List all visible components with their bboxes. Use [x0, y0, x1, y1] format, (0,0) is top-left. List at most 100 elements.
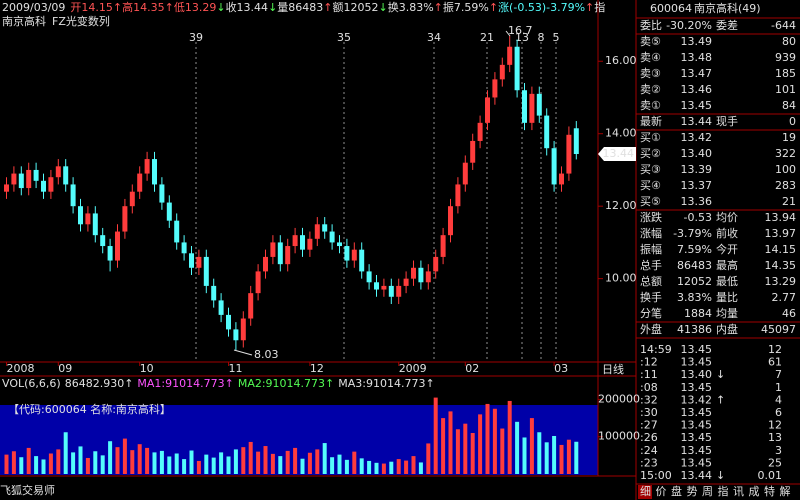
volume-bar — [204, 454, 209, 474]
volume-bar — [485, 403, 490, 474]
candle-body — [181, 242, 187, 254]
volume-bar — [322, 443, 327, 474]
tab[interactable]: 盘 — [671, 484, 682, 498]
volume-bar — [448, 411, 453, 474]
header-item: 振7.59% — [443, 0, 489, 14]
candle-body — [159, 184, 165, 203]
trade-price: 13.45 — [681, 444, 713, 457]
candle-body — [255, 271, 261, 294]
tab[interactable]: 讯 — [733, 485, 744, 498]
trade-volume: 7 — [775, 368, 782, 381]
quote-label: 换手 — [640, 290, 662, 304]
marker-label: 5 — [553, 31, 560, 44]
quote-value: 14.35 — [765, 259, 797, 272]
candle-body — [485, 97, 490, 123]
tab[interactable]: 解 — [780, 484, 791, 498]
quote-label: 卖⑤ — [640, 35, 661, 48]
quote-value: 84 — [782, 99, 796, 112]
candle-body — [292, 235, 298, 247]
volume-legend: VOL(6,6,6) 86482.930↑ MA1:91014.773↑ MA2:91… — [2, 377, 435, 390]
volume-bar — [433, 397, 438, 474]
volume-bar — [19, 457, 24, 474]
marker-label: 8 — [538, 31, 545, 44]
volume-bar — [115, 447, 120, 474]
legend-item: 86482.930↑ — [65, 377, 134, 390]
volume-bar — [522, 437, 527, 474]
candle-body — [115, 231, 120, 261]
trade-time: :12 — [640, 356, 658, 369]
quote-label: 振幅 — [640, 242, 662, 256]
volume-bar — [381, 463, 386, 474]
trade-price: 13.45 — [681, 406, 713, 419]
candle-body — [248, 293, 254, 319]
trade-volume: 0.01 — [758, 469, 783, 482]
quote-price: 13.49 — [681, 35, 713, 48]
tab[interactable]: 指 — [718, 484, 729, 498]
volume-bar — [137, 444, 142, 474]
volume-bar — [552, 435, 557, 474]
tab[interactable]: 周 — [702, 485, 713, 498]
trade-price: 13.40 — [681, 368, 713, 381]
quote-label: 最低 — [716, 275, 738, 288]
quote-label: 分笔 — [640, 306, 662, 320]
quote-price: 13.47 — [681, 67, 713, 80]
tab[interactable]: 细 — [640, 485, 651, 498]
quote-label: 买① — [640, 131, 661, 144]
volume-bar — [330, 457, 335, 474]
candle-body — [174, 220, 180, 243]
header-item: 换3.83% — [388, 0, 434, 14]
candle-body — [107, 246, 113, 261]
quote-value: 14.15 — [765, 243, 797, 256]
quote-label: 量比 — [716, 291, 738, 304]
volume-bar — [159, 450, 164, 474]
trade-price: 13.45 — [681, 343, 713, 356]
tab[interactable]: 成 — [749, 485, 760, 498]
quote-label: 外盘 — [640, 322, 662, 336]
volume-bar — [426, 443, 431, 474]
quote-value: 185 — [775, 67, 796, 80]
quote-value: -644 — [771, 19, 796, 32]
volume-bar — [256, 451, 261, 474]
quote-value: 322 — [775, 147, 796, 160]
quote-label: 买③ — [640, 163, 661, 176]
stock-code: 600064 — [650, 2, 692, 15]
candle-body — [226, 314, 231, 330]
quote-label: 涨幅 — [640, 227, 662, 240]
candle-body — [270, 242, 276, 257]
candle-body — [189, 253, 194, 268]
legend-item: MA3:91014.773↑ — [338, 377, 434, 390]
trade-time: 15:00 — [640, 469, 672, 482]
tab[interactable]: 价 — [656, 485, 667, 498]
header-item: 指 — [594, 0, 605, 14]
volume-bar — [337, 454, 342, 474]
quote-label: 内盘 — [716, 322, 738, 336]
candle-body — [26, 169, 32, 189]
x-tick-label: 2008 — [7, 362, 35, 375]
tab[interactable]: 势 — [687, 485, 698, 498]
volume-bar — [248, 441, 253, 474]
candle-body — [477, 122, 483, 141]
volume-bar — [152, 452, 157, 474]
annotation-line — [505, 30, 511, 37]
period-label: 日线 — [602, 362, 624, 376]
volume-bar — [63, 432, 68, 474]
candle-body — [492, 79, 498, 98]
quote-value: 13.29 — [765, 275, 797, 288]
tab[interactable]: 特 — [764, 484, 775, 498]
candle-body — [33, 169, 39, 181]
quote-price: 13.48 — [681, 51, 713, 64]
volume-bar — [196, 460, 201, 474]
candle-body — [166, 202, 172, 221]
quote-price: 41386 — [677, 323, 712, 336]
volume-bar — [492, 408, 497, 474]
candle-body — [152, 159, 157, 185]
candle-body — [55, 166, 61, 178]
trade-time: :26 — [640, 431, 658, 444]
candle-body — [448, 206, 453, 236]
volume-bar — [100, 455, 105, 474]
stock-title: 南京高科(49) — [694, 1, 761, 15]
candle-body — [344, 246, 350, 261]
volume-bar — [285, 450, 290, 474]
trade-time: :27 — [640, 419, 658, 432]
candle-body — [388, 285, 394, 297]
